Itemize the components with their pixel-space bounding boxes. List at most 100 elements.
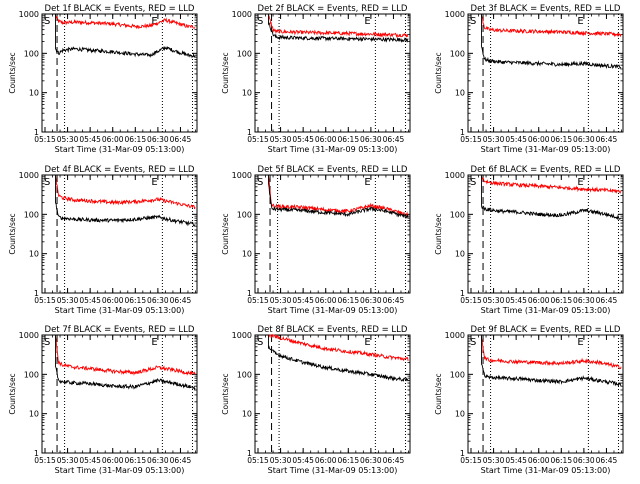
y-tick-label: 10	[29, 250, 39, 259]
panel-title: Det 6f BLACK = Events, RED = LLD	[471, 165, 621, 175]
x-tick-label: 06:00	[102, 296, 124, 305]
x-tick-label: 06:15	[337, 296, 359, 305]
x-tick-label: 05:30	[57, 135, 79, 144]
x-tick-label: 06:00	[315, 296, 337, 305]
x-tick-label: 06:30	[573, 135, 595, 144]
y-tick-label: 1	[34, 128, 39, 137]
y-axis-label: Counts/sec	[8, 213, 17, 254]
end-marker: E	[364, 337, 370, 348]
panel-4: Det 4f BLACK = Events, RED = LLD 1 10 100 10…	[8, 165, 198, 315]
x-tick-label: 06:30	[360, 456, 382, 465]
y-axis-label: Counts/sec	[434, 373, 443, 414]
series-line-events	[55, 335, 196, 391]
y-tick-label: 1	[460, 289, 465, 298]
start-marker: S	[470, 16, 476, 27]
y-tick-label: 100	[450, 370, 465, 379]
x-axis-label: Start Time (31-Mar-09 05:13:00)	[268, 466, 398, 475]
y-tick-label: 10	[455, 410, 465, 419]
end-marker: E	[577, 337, 583, 348]
series-line-events	[55, 14, 196, 59]
x-tick-label: 05:15	[34, 296, 56, 305]
x-tick-label: 06:15	[337, 456, 359, 465]
x-tick-label: 05:45	[292, 135, 314, 144]
y-tick-label: 10	[242, 89, 252, 98]
x-tick-label: 05:45	[505, 135, 527, 144]
plot-frame	[41, 334, 198, 454]
x-tick-label: 05:30	[483, 456, 505, 465]
x-axis-label: Start Time (31-Mar-09 05:13:00)	[55, 306, 185, 315]
series-line-lld	[481, 335, 622, 370]
y-tick-label: 1000	[232, 331, 252, 340]
panel-title: Det 5f BLACK = Events, RED = LLD	[258, 165, 408, 175]
series-line-lld	[481, 175, 622, 194]
x-tick-label: 06:15	[550, 456, 572, 465]
y-tick-label: 1000	[232, 10, 252, 19]
x-tick-label: 06:00	[102, 456, 124, 465]
x-tick-label: 06:30	[360, 135, 382, 144]
y-axis-label: Counts/sec	[221, 373, 230, 414]
x-tick-label: 06:00	[528, 456, 550, 465]
panel-title: Det 1f BLACK = Events, RED = LLD	[45, 4, 195, 14]
y-tick-label: 100	[237, 210, 252, 219]
y-axis-label: Counts/sec	[434, 213, 443, 254]
x-tick-label: 06:30	[360, 296, 382, 305]
x-tick-label: 05:45	[292, 296, 314, 305]
series-line-events	[268, 175, 409, 220]
x-axis-label: Start Time (31-Mar-09 05:13:00)	[481, 306, 611, 315]
series-line-lld	[268, 175, 409, 218]
panel-title: Det 3f BLACK = Events, RED = LLD	[471, 4, 621, 14]
x-tick-label: 06:45	[170, 135, 192, 144]
x-tick-label: 06:15	[124, 456, 146, 465]
series-line-lld	[55, 175, 196, 210]
panel-title: Det 4f BLACK = Events, RED = LLD	[45, 165, 195, 175]
y-tick-label: 1000	[19, 171, 39, 180]
y-tick-label: 100	[24, 49, 39, 58]
panel-3: Det 3f BLACK = Events, RED = LLD 1 10 100 10…	[434, 4, 624, 154]
start-marker: S	[44, 337, 50, 348]
plot-frame	[254, 334, 411, 454]
y-tick-label: 10	[29, 89, 39, 98]
series-line-lld	[481, 14, 622, 38]
y-tick-label: 1	[460, 449, 465, 458]
x-axis-label: Start Time (31-Mar-09 05:13:00)	[268, 306, 398, 315]
y-tick-label: 1	[34, 449, 39, 458]
x-tick-label: 06:45	[170, 456, 192, 465]
x-tick-label: 06:15	[124, 135, 146, 144]
x-tick-label: 05:30	[270, 456, 292, 465]
y-tick-label: 100	[24, 370, 39, 379]
x-tick-label: 05:15	[34, 135, 56, 144]
panel-title: Det 2f BLACK = Events, RED = LLD	[258, 4, 408, 14]
x-tick-label: 06:00	[528, 296, 550, 305]
x-tick-label: 06:00	[528, 135, 550, 144]
panel-1: Det 1f BLACK = Events, RED = LLD 1 10 100 10…	[8, 4, 198, 154]
x-tick-label: 06:45	[383, 135, 405, 144]
start-marker: S	[470, 337, 476, 348]
x-tick-label: 05:30	[270, 135, 292, 144]
y-tick-label: 10	[242, 410, 252, 419]
panel-9: Det 9f BLACK = Events, RED = LLD 1 10 100 10…	[434, 325, 624, 475]
x-tick-label: 05:15	[247, 135, 269, 144]
panel-7: Det 7f BLACK = Events, RED = LLD 1 10 100 10…	[8, 325, 198, 475]
x-tick-label: 06:00	[315, 456, 337, 465]
panel-title: Det 9f BLACK = Events, RED = LLD	[471, 325, 621, 335]
y-tick-label: 1	[247, 449, 252, 458]
y-tick-label: 1	[247, 128, 252, 137]
series-line-events	[268, 14, 409, 43]
x-tick-label: 06:00	[315, 135, 337, 144]
y-tick-label: 1	[247, 289, 252, 298]
x-tick-label: 06:00	[102, 135, 124, 144]
panel-title: Det 8f BLACK = Events, RED = LLD	[258, 325, 408, 335]
x-tick-label: 05:15	[247, 296, 269, 305]
x-tick-label: 05:45	[505, 296, 527, 305]
end-marker: E	[151, 177, 157, 188]
x-axis-label: Start Time (31-Mar-09 05:13:00)	[268, 145, 398, 154]
x-tick-label: 06:45	[383, 456, 405, 465]
y-tick-label: 1000	[232, 171, 252, 180]
x-tick-label: 05:30	[57, 296, 79, 305]
x-tick-label: 05:45	[79, 135, 101, 144]
x-tick-label: 06:30	[147, 296, 169, 305]
x-tick-label: 05:45	[292, 456, 314, 465]
x-tick-label: 06:15	[337, 135, 359, 144]
x-tick-label: 06:45	[596, 135, 618, 144]
